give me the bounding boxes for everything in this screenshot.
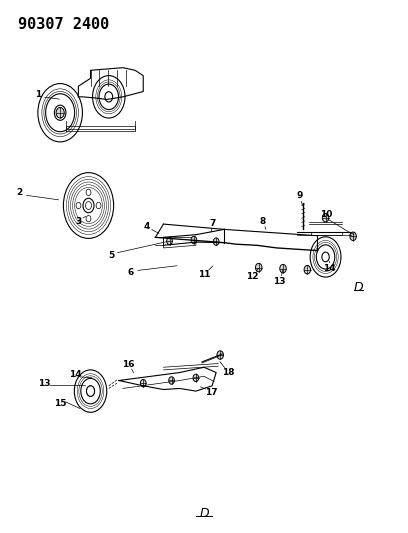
Text: D: D: [199, 506, 209, 520]
Circle shape: [96, 203, 101, 209]
Text: 11: 11: [198, 270, 210, 279]
Circle shape: [217, 351, 224, 359]
Text: 8: 8: [259, 217, 266, 226]
Circle shape: [56, 108, 64, 118]
Circle shape: [83, 198, 94, 213]
Circle shape: [140, 379, 146, 387]
Text: 10: 10: [320, 210, 333, 219]
Circle shape: [322, 214, 329, 222]
Text: 4: 4: [143, 222, 150, 231]
Circle shape: [167, 237, 173, 245]
Circle shape: [304, 265, 310, 274]
Circle shape: [213, 238, 219, 245]
Text: 90307 2400: 90307 2400: [18, 17, 109, 33]
Text: D: D: [353, 281, 363, 294]
Text: 12: 12: [246, 271, 259, 280]
Text: 2: 2: [16, 188, 23, 197]
Text: 14: 14: [323, 264, 335, 273]
Circle shape: [193, 374, 199, 382]
Circle shape: [86, 189, 91, 196]
Text: 14: 14: [69, 369, 82, 378]
Text: 15: 15: [54, 399, 67, 408]
Text: 1: 1: [35, 90, 41, 99]
Circle shape: [169, 377, 174, 384]
Text: 13: 13: [38, 378, 50, 387]
Text: 13: 13: [273, 277, 285, 286]
Circle shape: [280, 264, 286, 273]
Text: 16: 16: [122, 360, 134, 368]
Circle shape: [191, 236, 197, 244]
Text: 17: 17: [204, 387, 217, 397]
Text: 18: 18: [222, 368, 235, 377]
Circle shape: [86, 215, 91, 222]
Text: 5: 5: [109, 251, 115, 260]
Circle shape: [86, 386, 95, 397]
Text: 7: 7: [210, 219, 216, 228]
Circle shape: [255, 263, 262, 272]
Text: 9: 9: [296, 191, 302, 200]
Text: 3: 3: [75, 217, 82, 226]
Circle shape: [350, 232, 356, 240]
Text: 6: 6: [128, 268, 134, 277]
Circle shape: [76, 203, 81, 209]
